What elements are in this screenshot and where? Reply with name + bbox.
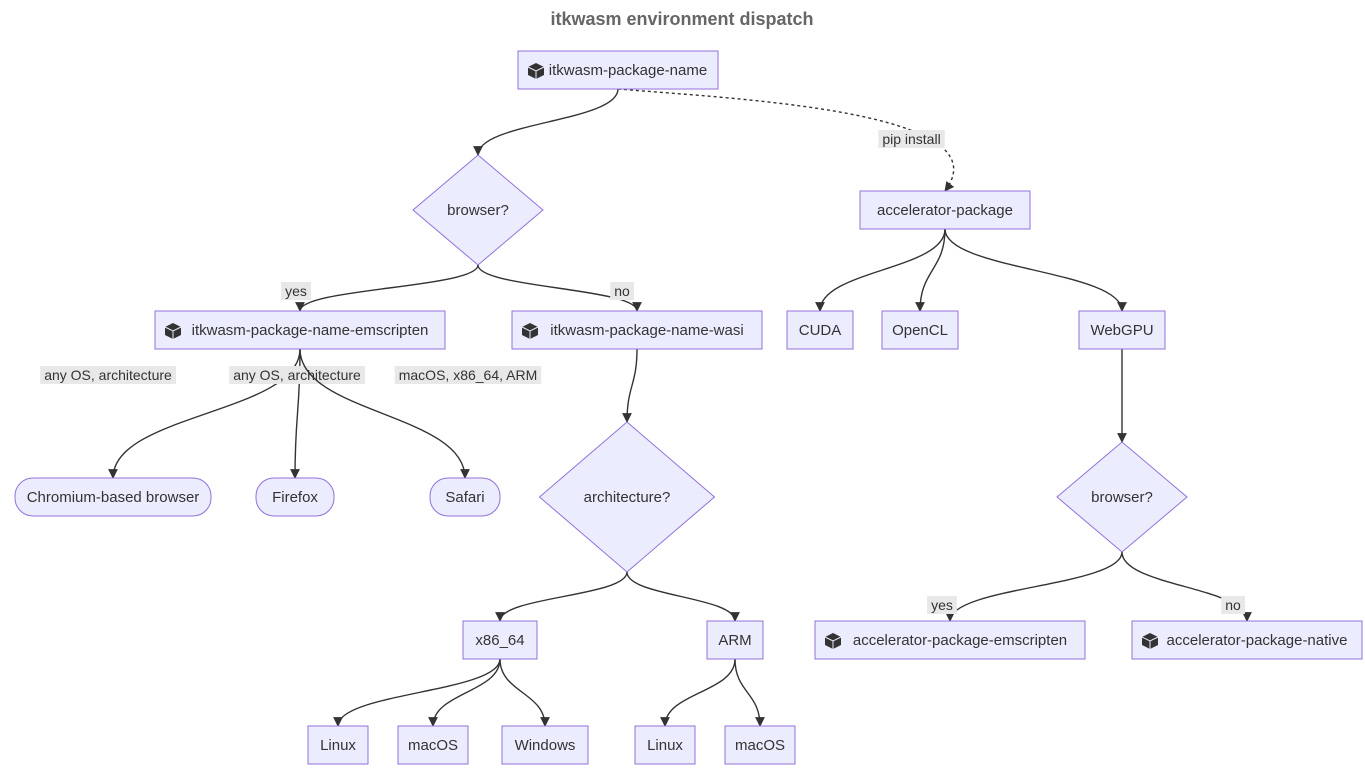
node-label-accelEms: accelerator-package-emscripten: [853, 632, 1067, 649]
node-label-browser1: browser?: [447, 202, 509, 219]
flowchart-canvas: itkwasm environment dispatch pip install…: [0, 0, 1365, 776]
node-label-cuda: CUDA: [799, 322, 842, 339]
edge-x86-windows: [500, 659, 545, 726]
node-label-browser2: browser?: [1091, 489, 1153, 506]
edge-label-emscripten-firefox: any OS, architecture: [233, 367, 361, 383]
node-label-x86: x86_64: [475, 632, 524, 649]
node-label-arch: architecture?: [584, 489, 671, 506]
node-macos1: macOS: [398, 726, 468, 764]
edge-arm-linux2: [665, 659, 735, 726]
node-label-emscripten: itkwasm-package-name-emscripten: [192, 322, 429, 339]
node-label-arm: ARM: [718, 632, 751, 649]
nodes-group: itkwasm-package-name browser? accelerator-…: [15, 51, 1362, 764]
node-x86: x86_64: [463, 621, 537, 659]
node-label-safari: Safari: [445, 489, 484, 506]
node-label-macos2: macOS: [735, 737, 785, 754]
node-label-root: itkwasm-package-name: [549, 62, 707, 79]
node-linux1: Linux: [308, 726, 368, 764]
edge-wasi-arch: [627, 349, 637, 422]
node-label-wasi: itkwasm-package-name-wasi: [550, 322, 743, 339]
node-cuda: CUDA: [787, 311, 853, 349]
edge-label-browser2-accelNat: no: [1225, 597, 1241, 613]
node-accelNat: accelerator-package-native: [1132, 621, 1362, 659]
edge-arch-x86: [500, 572, 627, 621]
edge-x86-linux1: [338, 659, 500, 726]
node-label-firefox: Firefox: [272, 489, 318, 506]
node-safari: Safari: [430, 478, 500, 516]
edge-label-emscripten-safari: macOS, x86_64, ARM: [399, 367, 538, 383]
node-browser2: browser?: [1057, 442, 1187, 552]
node-accel: accelerator-package: [860, 191, 1030, 229]
node-label-macos1: macOS: [408, 737, 458, 754]
edge-accel-cuda: [820, 229, 945, 311]
edge-arm-macos2: [735, 659, 760, 726]
node-webgpu: WebGPU: [1079, 311, 1165, 349]
edge-label-root-accel: pip install: [882, 131, 940, 147]
node-label-accelNat: accelerator-package-native: [1167, 632, 1348, 649]
node-accelEms: accelerator-package-emscripten: [815, 621, 1085, 659]
edge-browser1-emscripten: [300, 265, 478, 311]
edge-label-browser1-wasi: no: [614, 283, 630, 299]
edge-arch-arm: [627, 572, 735, 621]
node-label-chromium: Chromium-based browser: [27, 489, 200, 506]
node-browser1: browser?: [413, 155, 543, 265]
node-linux2: Linux: [635, 726, 695, 764]
edge-label-browser1-emscripten: yes: [285, 283, 307, 299]
node-arm: ARM: [707, 621, 763, 659]
node-label-windows: Windows: [515, 737, 576, 754]
edge-browser2-accelEms: [950, 552, 1122, 621]
node-firefox: Firefox: [256, 478, 334, 516]
node-label-linux1: Linux: [320, 737, 356, 754]
node-chromium: Chromium-based browser: [15, 478, 211, 516]
node-label-opencl: OpenCL: [892, 322, 948, 339]
node-wasi: itkwasm-package-name-wasi: [512, 311, 762, 349]
node-emscripten: itkwasm-package-name-emscripten: [155, 311, 445, 349]
node-opencl: OpenCL: [882, 311, 958, 349]
node-label-linux2: Linux: [647, 737, 683, 754]
node-root: itkwasm-package-name: [518, 51, 718, 89]
edge-accel-webgpu: [945, 229, 1122, 311]
edge-label-browser2-accelEms: yes: [931, 597, 953, 613]
node-macos2: macOS: [725, 726, 795, 764]
edge-x86-macos1: [433, 659, 500, 726]
node-label-accel: accelerator-package: [877, 202, 1013, 219]
node-label-webgpu: WebGPU: [1090, 322, 1153, 339]
edge-label-emscripten-chromium: any OS, architecture: [44, 367, 172, 383]
node-arch: architecture?: [540, 422, 715, 572]
diagram-title: itkwasm environment dispatch: [550, 9, 813, 29]
node-windows: Windows: [502, 726, 588, 764]
edge-root-browser1: [478, 89, 618, 155]
